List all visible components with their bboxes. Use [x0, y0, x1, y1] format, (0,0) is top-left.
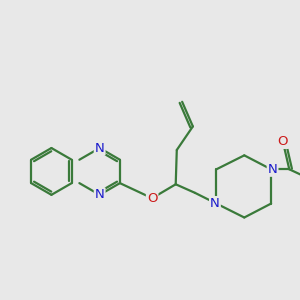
Text: N: N: [95, 142, 104, 154]
Text: N: N: [95, 188, 104, 201]
Text: N: N: [210, 197, 220, 210]
Text: O: O: [147, 192, 158, 205]
Text: O: O: [278, 135, 288, 148]
Text: N: N: [268, 163, 278, 176]
